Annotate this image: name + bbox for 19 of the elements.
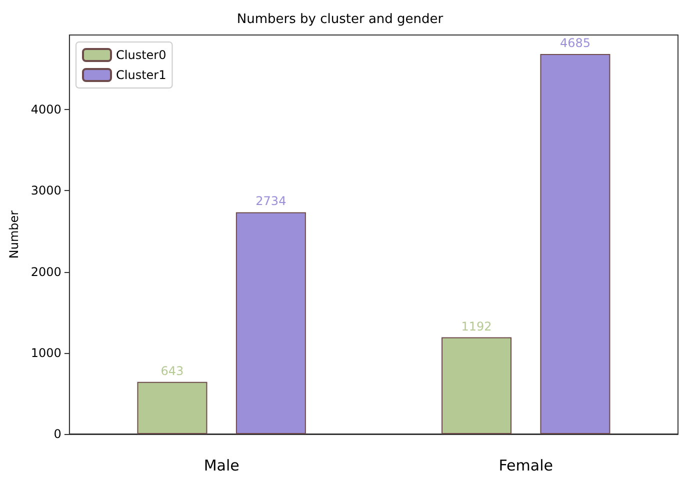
y-tick-label: 1000 (30, 346, 62, 360)
legend-label: Cluster1 (116, 68, 166, 82)
data-label: 4685 (560, 36, 590, 50)
bar (540, 54, 610, 434)
y-axis-title: Number (7, 210, 21, 259)
bar (137, 382, 208, 434)
legend-label: Cluster0 (116, 48, 166, 62)
x-tick-label: Male (204, 456, 240, 474)
data-label: 1192 (461, 319, 492, 334)
y-tick-label: 4000 (30, 102, 62, 117)
data-label: 2734 (256, 194, 286, 208)
y-tick-label: 0 (54, 427, 62, 441)
bar (442, 337, 512, 434)
x-tick-label: Female (498, 456, 553, 474)
y-tick-label: 3000 (30, 184, 62, 198)
y-tick-label: 2000 (30, 264, 62, 279)
bar (236, 212, 306, 434)
chart-title: Numbers by cluster and gender (236, 12, 444, 27)
data-label: 643 (160, 364, 184, 378)
